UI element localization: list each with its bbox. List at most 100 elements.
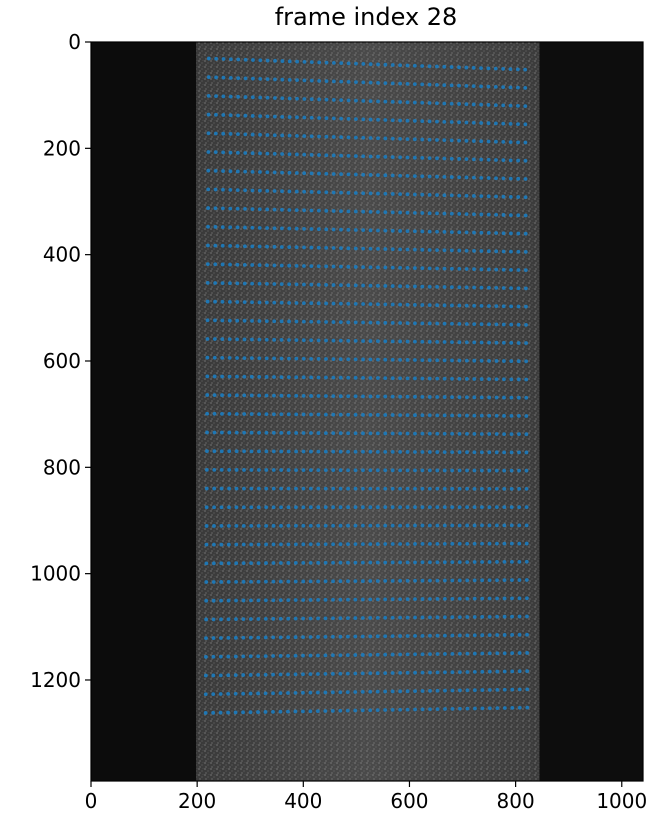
- tracked-point: [502, 651, 507, 656]
- tracked-point: [464, 248, 469, 253]
- tracked-point: [324, 79, 329, 84]
- tracked-point: [405, 192, 410, 197]
- tracked-point: [361, 376, 365, 380]
- tracked-point: [338, 597, 343, 602]
- tracked-point: [457, 633, 462, 638]
- tracked-point: [442, 578, 447, 583]
- tracked-point: [309, 468, 313, 473]
- tracked-point: [243, 76, 248, 81]
- tracked-point: [218, 654, 223, 659]
- tracked-point: [457, 230, 462, 235]
- tracked-point: [390, 468, 395, 473]
- tracked-point: [442, 101, 447, 106]
- plot-title: frame index 28: [275, 3, 458, 31]
- tracked-point: [243, 95, 248, 99]
- tracked-point: [517, 687, 522, 692]
- tracked-point: [263, 691, 268, 696]
- tracked-point: [398, 560, 403, 565]
- tracked-point: [442, 541, 447, 546]
- tracked-point: [295, 115, 299, 120]
- tracked-point: [339, 116, 344, 121]
- tracked-point: [324, 208, 329, 213]
- tracked-point: [287, 300, 291, 305]
- tracked-point: [435, 340, 440, 344]
- tracked-point: [218, 692, 223, 696]
- tracked-point: [339, 172, 343, 177]
- tracked-point: [383, 62, 388, 67]
- tracked-point: [309, 319, 314, 324]
- tracked-point: [442, 358, 447, 363]
- tracked-point: [472, 633, 477, 638]
- tracked-point: [235, 318, 240, 323]
- tracked-point: [494, 322, 499, 327]
- tracked-point: [435, 193, 439, 197]
- tracked-point: [390, 136, 395, 141]
- tracked-point: [280, 77, 285, 82]
- tracked-point: [405, 210, 410, 215]
- tracked-point: [427, 450, 432, 454]
- tracked-point: [464, 377, 469, 381]
- tracked-point: [338, 616, 343, 621]
- tracked-point: [316, 672, 320, 676]
- tracked-point: [375, 634, 380, 639]
- tracked-point: [501, 322, 506, 327]
- right-fixture: [539, 42, 643, 781]
- tracked-point: [480, 523, 484, 528]
- tracked-point: [435, 670, 440, 675]
- tracked-point: [486, 230, 491, 235]
- tracked-point: [331, 79, 336, 84]
- tracked-point: [479, 432, 484, 436]
- tracked-point: [435, 248, 439, 253]
- tracked-point: [486, 267, 491, 272]
- tracked-point: [264, 561, 268, 565]
- tracked-point: [346, 505, 350, 510]
- tracked-point: [480, 633, 485, 638]
- tracked-point: [324, 301, 328, 306]
- tracked-point: [249, 430, 254, 435]
- tracked-point: [390, 413, 395, 417]
- tracked-point: [272, 337, 277, 342]
- tracked-point: [502, 523, 507, 528]
- tracked-point: [345, 653, 350, 658]
- tracked-point: [480, 669, 485, 674]
- tracked-point: [376, 136, 380, 141]
- tracked-point: [293, 542, 298, 547]
- tracked-point: [525, 669, 530, 674]
- tracked-point: [316, 394, 321, 398]
- tracked-point: [390, 505, 395, 510]
- tracked-point: [234, 393, 239, 398]
- tracked-point: [249, 468, 254, 472]
- tracked-point: [324, 283, 329, 287]
- tracked-point: [309, 375, 314, 380]
- tracked-point: [271, 561, 276, 565]
- tracked-point: [486, 176, 491, 180]
- tracked-point: [250, 244, 255, 249]
- tracked-point: [457, 340, 462, 345]
- tracked-point: [383, 505, 388, 510]
- tracked-point: [301, 375, 306, 380]
- tracked-point: [286, 486, 291, 491]
- tracked-point: [354, 98, 358, 103]
- tracked-point: [435, 486, 440, 491]
- tracked-point: [383, 615, 388, 620]
- tracked-point: [361, 394, 365, 399]
- tracked-point: [383, 136, 388, 141]
- tracked-point: [398, 707, 403, 712]
- tracked-point: [234, 505, 239, 510]
- tracked-point: [346, 246, 351, 251]
- tracked-point: [331, 449, 336, 454]
- tracked-point: [228, 244, 233, 248]
- tracked-point: [398, 431, 403, 436]
- tracked-point: [375, 357, 380, 362]
- tracked-point: [405, 505, 410, 510]
- tracked-point: [413, 431, 417, 436]
- tracked-point: [280, 170, 284, 175]
- tracked-point: [309, 97, 314, 102]
- tracked-point: [280, 114, 285, 119]
- tracked-point: [472, 615, 477, 619]
- tracked-point: [205, 355, 210, 360]
- tracked-point: [435, 578, 440, 583]
- tracked-point: [525, 632, 529, 637]
- tracked-point: [523, 158, 528, 163]
- tracked-point: [302, 115, 307, 120]
